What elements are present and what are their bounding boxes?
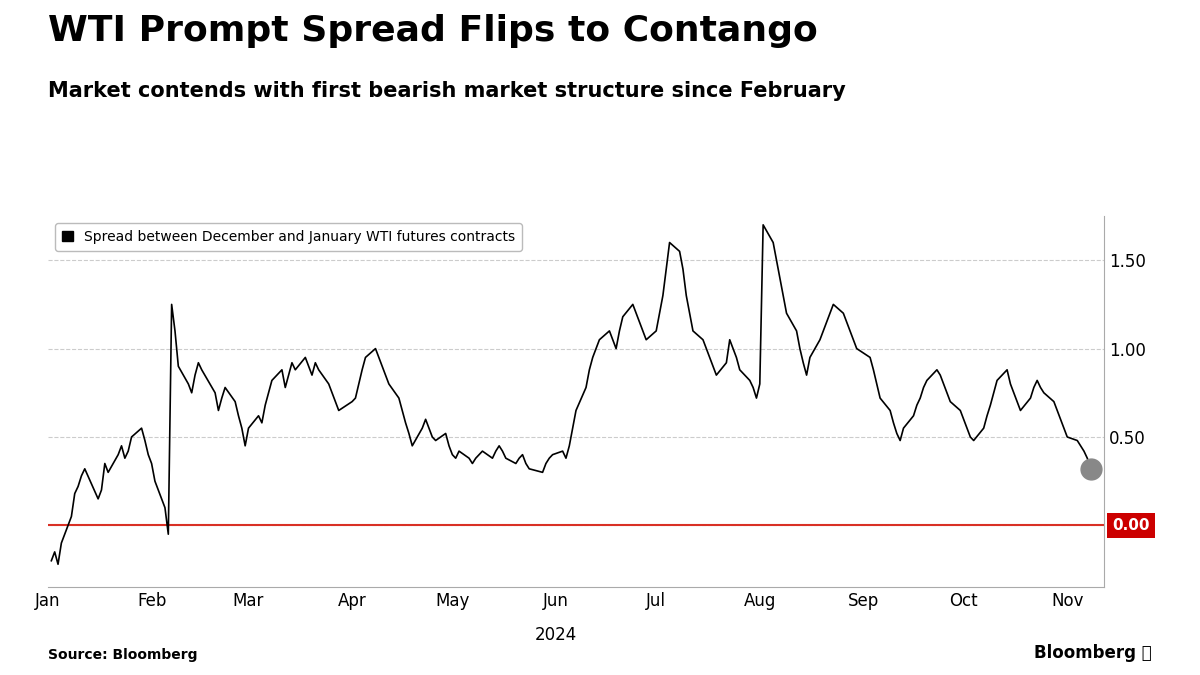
Text: Market contends with first bearish market structure since February: Market contends with first bearish marke…: [48, 81, 846, 101]
Text: 0.00: 0.00: [1112, 518, 1150, 533]
Point: [1081, 464, 1100, 475]
Legend: Spread between December and January WTI futures contracts: Spread between December and January WTI …: [55, 223, 522, 251]
Text: Source: Bloomberg: Source: Bloomberg: [48, 647, 198, 662]
Text: 2024: 2024: [535, 626, 577, 644]
Text: WTI Prompt Spread Flips to Contango: WTI Prompt Spread Flips to Contango: [48, 14, 817, 47]
Text: Bloomberg Ⓜ: Bloomberg Ⓜ: [1034, 643, 1152, 662]
